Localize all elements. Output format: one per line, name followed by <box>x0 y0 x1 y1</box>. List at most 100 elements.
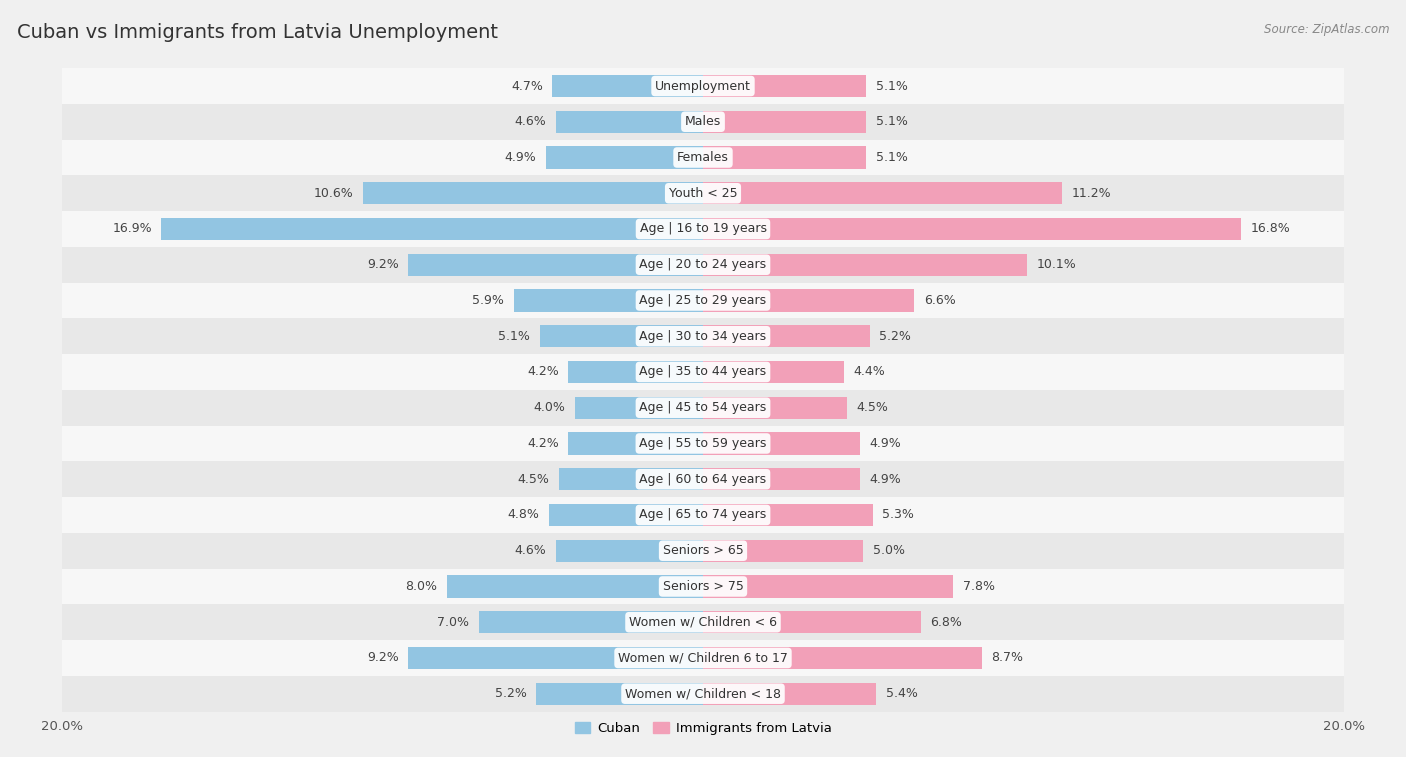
Text: 4.8%: 4.8% <box>508 509 540 522</box>
Bar <box>62 104 1344 139</box>
Text: 8.0%: 8.0% <box>405 580 437 593</box>
Text: Females: Females <box>678 151 728 164</box>
Bar <box>62 676 1344 712</box>
Bar <box>478 611 703 634</box>
Text: 10.1%: 10.1% <box>1036 258 1076 271</box>
Text: 4.2%: 4.2% <box>527 366 558 378</box>
Text: Age | 25 to 29 years: Age | 25 to 29 years <box>640 294 766 307</box>
Text: Age | 60 to 64 years: Age | 60 to 64 years <box>640 472 766 486</box>
Text: Women w/ Children < 18: Women w/ Children < 18 <box>626 687 780 700</box>
Bar <box>447 575 703 597</box>
Bar <box>703 683 876 705</box>
Text: 6.8%: 6.8% <box>931 615 962 629</box>
Bar <box>553 75 703 97</box>
Text: 7.8%: 7.8% <box>963 580 994 593</box>
Text: 10.6%: 10.6% <box>314 187 354 200</box>
Text: 4.2%: 4.2% <box>527 437 558 450</box>
Bar <box>555 540 703 562</box>
Bar <box>546 146 703 169</box>
Bar <box>555 111 703 132</box>
Text: 4.5%: 4.5% <box>856 401 889 414</box>
Bar <box>703 504 873 526</box>
Text: Seniors > 65: Seniors > 65 <box>662 544 744 557</box>
Bar <box>703 218 1241 240</box>
Text: Age | 55 to 59 years: Age | 55 to 59 years <box>640 437 766 450</box>
Text: Unemployment: Unemployment <box>655 79 751 92</box>
Text: 9.2%: 9.2% <box>367 258 398 271</box>
Legend: Cuban, Immigrants from Latvia: Cuban, Immigrants from Latvia <box>569 717 837 740</box>
Text: 4.7%: 4.7% <box>510 79 543 92</box>
Bar <box>703 289 914 312</box>
Text: 8.7%: 8.7% <box>991 652 1024 665</box>
Text: 4.5%: 4.5% <box>517 472 550 486</box>
Bar <box>703 111 866 132</box>
Text: 5.2%: 5.2% <box>879 330 911 343</box>
Text: 5.1%: 5.1% <box>498 330 530 343</box>
Text: 11.2%: 11.2% <box>1071 187 1111 200</box>
Text: Age | 20 to 24 years: Age | 20 to 24 years <box>640 258 766 271</box>
Text: 4.9%: 4.9% <box>505 151 536 164</box>
Bar <box>703 611 921 634</box>
Bar <box>62 390 1344 425</box>
Text: 4.9%: 4.9% <box>870 437 901 450</box>
Text: 5.1%: 5.1% <box>876 79 908 92</box>
Bar <box>575 397 703 419</box>
Bar <box>536 683 703 705</box>
Bar <box>363 182 703 204</box>
Bar <box>703 647 981 669</box>
Text: 4.4%: 4.4% <box>853 366 886 378</box>
Bar <box>408 254 703 276</box>
Bar <box>703 146 866 169</box>
Bar <box>703 326 870 347</box>
Text: 5.1%: 5.1% <box>876 151 908 164</box>
Bar <box>568 432 703 454</box>
Text: 5.0%: 5.0% <box>873 544 905 557</box>
Text: 16.9%: 16.9% <box>112 223 152 235</box>
Bar <box>703 397 848 419</box>
Bar <box>62 569 1344 604</box>
Bar <box>162 218 703 240</box>
Text: 5.9%: 5.9% <box>472 294 505 307</box>
Bar <box>62 604 1344 640</box>
Text: 9.2%: 9.2% <box>367 652 398 665</box>
Bar <box>62 247 1344 282</box>
Bar <box>540 326 703 347</box>
Bar <box>62 461 1344 497</box>
Text: 5.2%: 5.2% <box>495 687 527 700</box>
Bar <box>703 75 866 97</box>
Text: Age | 45 to 54 years: Age | 45 to 54 years <box>640 401 766 414</box>
Bar <box>703 361 844 383</box>
Text: 4.0%: 4.0% <box>533 401 565 414</box>
Bar <box>62 533 1344 569</box>
Bar <box>568 361 703 383</box>
Bar <box>62 211 1344 247</box>
Text: 4.6%: 4.6% <box>515 115 546 128</box>
Text: 5.1%: 5.1% <box>876 115 908 128</box>
Bar <box>703 254 1026 276</box>
Text: 6.6%: 6.6% <box>924 294 956 307</box>
Bar <box>62 354 1344 390</box>
Bar <box>62 640 1344 676</box>
Text: Age | 65 to 74 years: Age | 65 to 74 years <box>640 509 766 522</box>
Bar <box>62 282 1344 319</box>
Bar <box>703 468 860 491</box>
Bar <box>703 540 863 562</box>
Bar <box>62 68 1344 104</box>
Bar <box>62 176 1344 211</box>
Text: Women w/ Children 6 to 17: Women w/ Children 6 to 17 <box>619 652 787 665</box>
Text: Age | 30 to 34 years: Age | 30 to 34 years <box>640 330 766 343</box>
Text: Women w/ Children < 6: Women w/ Children < 6 <box>628 615 778 629</box>
Bar <box>62 319 1344 354</box>
Text: Youth < 25: Youth < 25 <box>669 187 737 200</box>
Bar <box>558 468 703 491</box>
Text: 4.6%: 4.6% <box>515 544 546 557</box>
Text: 5.4%: 5.4% <box>886 687 918 700</box>
Bar <box>515 289 703 312</box>
Bar <box>703 432 860 454</box>
Text: Source: ZipAtlas.com: Source: ZipAtlas.com <box>1264 23 1389 36</box>
Bar <box>62 497 1344 533</box>
Text: 5.3%: 5.3% <box>883 509 914 522</box>
Text: Seniors > 75: Seniors > 75 <box>662 580 744 593</box>
Text: Males: Males <box>685 115 721 128</box>
Bar <box>62 139 1344 176</box>
